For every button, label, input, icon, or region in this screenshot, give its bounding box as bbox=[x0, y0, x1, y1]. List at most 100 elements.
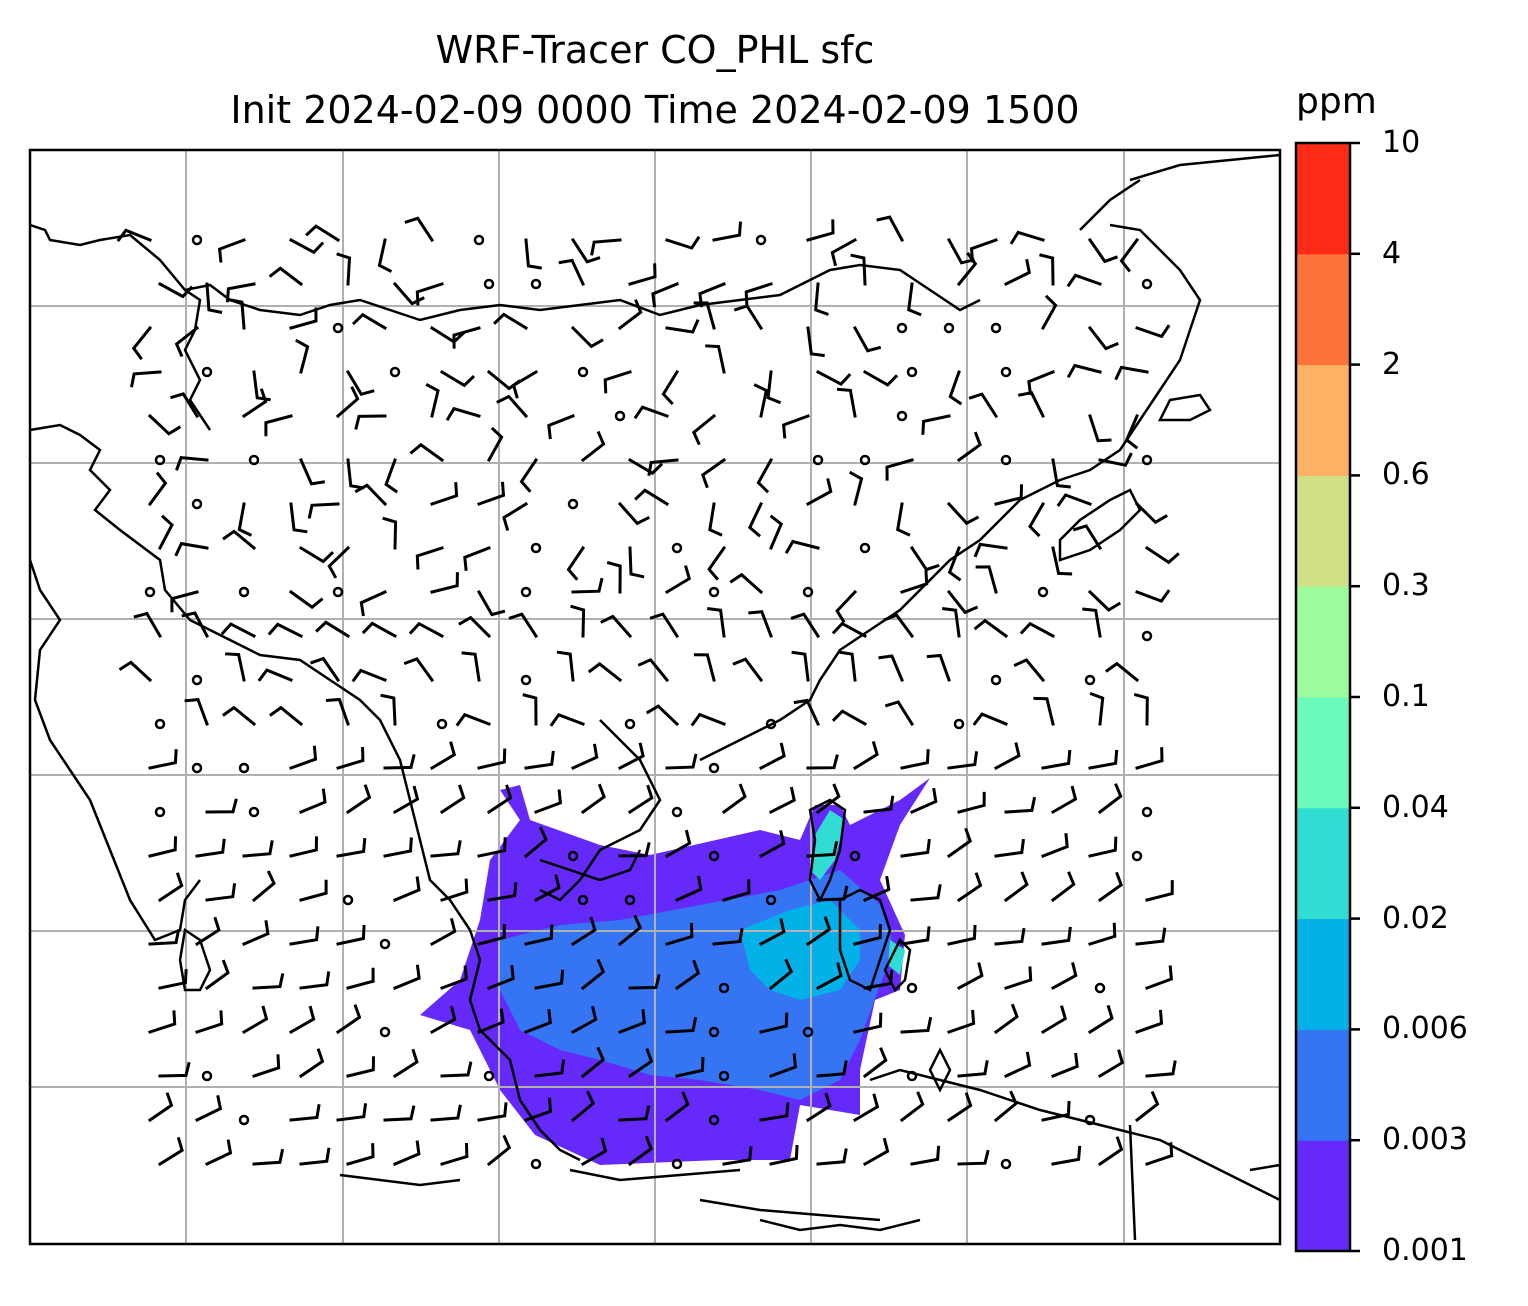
wind-barb bbox=[665, 753, 698, 770]
wind-barb bbox=[1097, 1049, 1125, 1079]
wind-barb bbox=[307, 502, 340, 519]
wind-barb bbox=[205, 798, 238, 814]
wind-barb bbox=[268, 266, 304, 287]
wind-barb bbox=[547, 414, 575, 440]
wind-barb bbox=[237, 502, 253, 537]
wind-barb bbox=[806, 754, 839, 770]
calm-wind-marker bbox=[671, 1158, 683, 1170]
wind-barb bbox=[946, 827, 973, 859]
colorbar-tick-label: 0.02 bbox=[1382, 900, 1449, 936]
wind-barb bbox=[158, 969, 188, 990]
wind-barb bbox=[947, 1009, 976, 1034]
calm-wind-marker bbox=[708, 762, 720, 774]
calm-wind-marker bbox=[248, 454, 260, 466]
calm-wind-marker bbox=[896, 410, 908, 422]
calm-wind-marker bbox=[1141, 630, 1153, 642]
wind-barb bbox=[969, 238, 998, 263]
calm-wind-marker bbox=[379, 1026, 391, 1038]
wind-barb bbox=[241, 1005, 269, 1035]
calm-wind-marker bbox=[765, 718, 777, 730]
wind-barb bbox=[1135, 1009, 1164, 1034]
colorbar-segment bbox=[1296, 475, 1350, 587]
wind-barb bbox=[558, 258, 585, 286]
wind-barb bbox=[947, 546, 962, 582]
wind-barb bbox=[346, 458, 365, 490]
wind-barb bbox=[993, 1003, 1019, 1035]
wind-barb bbox=[439, 784, 466, 815]
colorbar-tick-label: 0.3 bbox=[1382, 568, 1430, 604]
wind-barb bbox=[288, 237, 325, 255]
wind-barb bbox=[148, 836, 178, 858]
wind-barb bbox=[242, 840, 274, 858]
wind-barb bbox=[1134, 1090, 1160, 1123]
calm-wind-marker bbox=[1000, 1158, 1012, 1170]
calm-wind-marker bbox=[530, 542, 542, 554]
wind-barb bbox=[147, 413, 182, 436]
wind-barb bbox=[815, 369, 852, 386]
wind-barb bbox=[805, 1092, 832, 1123]
wind-barb bbox=[384, 458, 399, 494]
wind-barb bbox=[225, 282, 256, 303]
wind-barb bbox=[570, 1090, 595, 1123]
wind-barb bbox=[784, 539, 820, 554]
wind-barb bbox=[298, 545, 335, 564]
calm-wind-marker bbox=[567, 498, 579, 510]
wind-barb bbox=[1097, 1136, 1124, 1167]
wind-barb bbox=[519, 457, 539, 493]
wind-barb bbox=[116, 228, 152, 242]
calm-wind-marker bbox=[191, 498, 203, 510]
wind-barb bbox=[195, 1010, 224, 1034]
wind-barb bbox=[674, 959, 701, 991]
wind-barb bbox=[758, 829, 786, 859]
calm-wind-marker bbox=[906, 366, 918, 378]
wind-barb bbox=[956, 962, 984, 991]
wind-barb bbox=[633, 405, 669, 420]
wind-barb bbox=[477, 481, 506, 506]
wind-barb bbox=[455, 712, 491, 727]
wind-barb bbox=[524, 750, 555, 770]
wind-barb bbox=[768, 958, 794, 991]
wind-barb bbox=[477, 837, 507, 858]
colorbar-tick-label: 0.001 bbox=[1382, 1233, 1468, 1268]
wind-barb bbox=[477, 1008, 505, 1034]
wind-barb bbox=[429, 1005, 457, 1035]
wind-barb bbox=[1135, 747, 1164, 770]
wind-barb bbox=[769, 514, 784, 550]
wind-barb bbox=[430, 572, 459, 594]
wind-barb bbox=[816, 885, 849, 902]
wind-barb bbox=[571, 577, 604, 594]
wind-barb bbox=[522, 693, 538, 726]
wind-barb bbox=[852, 1093, 880, 1123]
calm-wind-marker bbox=[520, 674, 532, 686]
wind-barb bbox=[445, 406, 481, 422]
wind-barb bbox=[534, 1059, 566, 1078]
wind-barb bbox=[883, 613, 915, 639]
calm-wind-marker bbox=[614, 410, 626, 422]
wind-barb bbox=[693, 301, 716, 330]
wind-barb bbox=[1144, 545, 1180, 565]
wind-barb bbox=[487, 882, 518, 902]
wind-barb bbox=[831, 621, 868, 639]
wind-barb bbox=[946, 1092, 973, 1123]
calm-wind-marker bbox=[1141, 454, 1153, 466]
wind-barb bbox=[299, 1147, 331, 1166]
calm-wind-marker bbox=[154, 806, 166, 818]
wind-barb bbox=[852, 741, 879, 771]
wind-barb bbox=[148, 929, 181, 946]
calm-wind-marker bbox=[238, 586, 250, 598]
wind-barb bbox=[1051, 1145, 1082, 1166]
wind-barb bbox=[222, 705, 257, 727]
wind-barb bbox=[361, 621, 398, 639]
wind-barb bbox=[664, 829, 692, 859]
wind-barb bbox=[217, 238, 246, 263]
wind-barb bbox=[665, 235, 701, 250]
wind-barb bbox=[909, 545, 940, 572]
chart-title-line1: WRF-Tracer CO_PHL sfc bbox=[435, 28, 875, 72]
wind-barb bbox=[664, 1091, 690, 1123]
wind-barb bbox=[744, 282, 773, 306]
wind-barb bbox=[524, 238, 543, 270]
wind-barb bbox=[346, 967, 375, 990]
wind-barb bbox=[806, 219, 835, 242]
wind-barb bbox=[289, 926, 320, 946]
wind-barb bbox=[184, 698, 209, 726]
